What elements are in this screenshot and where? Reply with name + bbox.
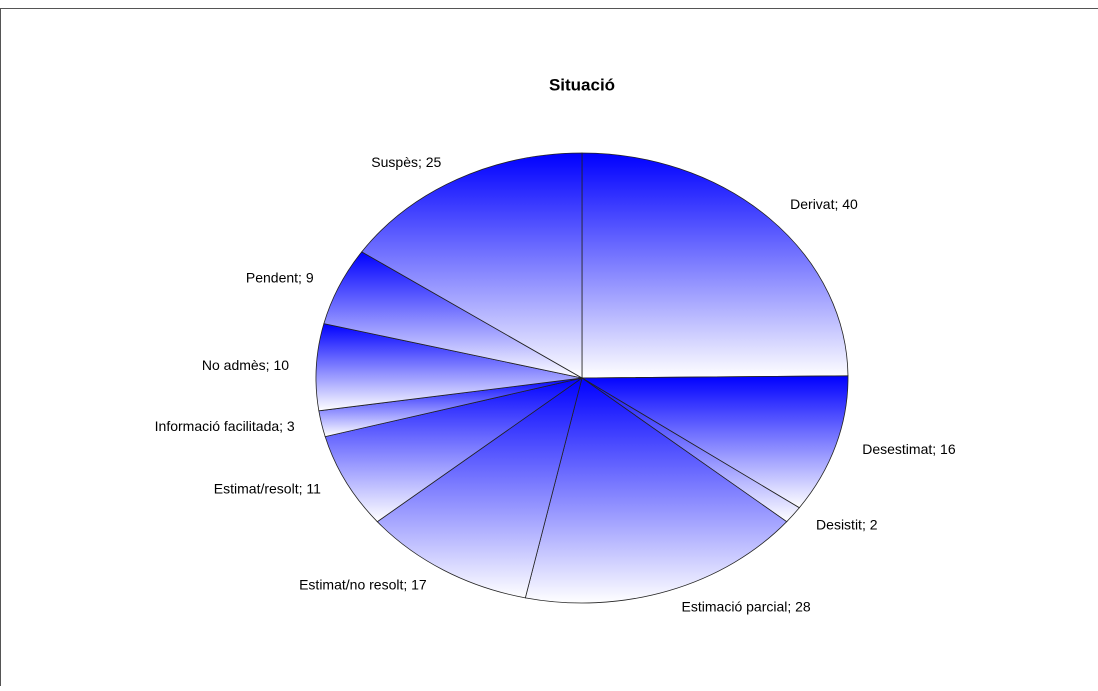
chart-title: Situació [549, 75, 615, 94]
slice-label: Pendent; 9 [246, 270, 314, 286]
slice-label: Suspès; 25 [371, 154, 441, 170]
slice-label: No admès; 10 [202, 357, 289, 373]
pie-slice [582, 153, 848, 378]
slice-label: Informació facilitada; 3 [155, 418, 295, 434]
slice-label: Desistit; 2 [816, 516, 878, 532]
slice-label: Estimat/no resolt; 17 [299, 576, 427, 592]
slice-label: Estimació parcial; 28 [682, 598, 811, 614]
slice-label: Desestimat; 16 [862, 441, 956, 457]
slice-label: Derivat; 40 [790, 196, 858, 212]
slice-label: Estimat/resolt; 11 [214, 480, 321, 496]
